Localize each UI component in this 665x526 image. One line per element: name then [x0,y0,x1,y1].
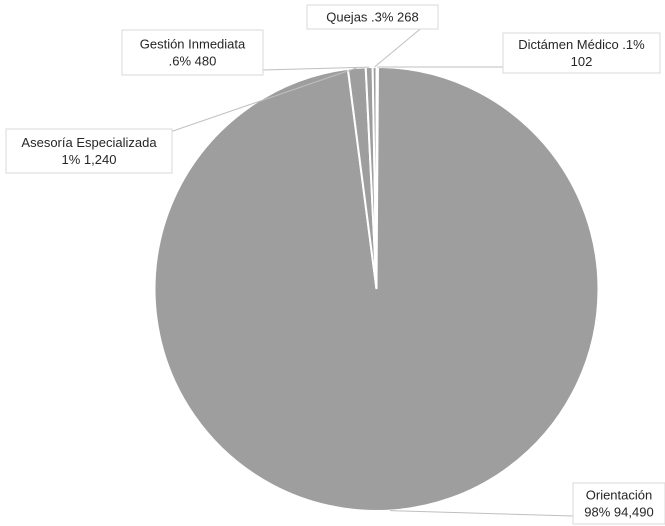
data-label: .6% 480 [169,54,217,69]
leader-line [390,510,574,517]
leader-lines [169,24,574,517]
data-label-box [502,32,661,74]
data-label: 1% 1,240 [62,152,117,167]
data-label: Asesoría Especializada [21,135,157,150]
data-label: 102 [571,54,593,69]
leader-line [374,24,426,68]
slice-labels: Dictámen Médico .1% 102 Orientación 98% 94,… [5,4,665,525]
data-label: 98% 94,490 [584,505,653,520]
data-label-box [121,29,264,76]
data-label-box [572,482,665,525]
leader-line [262,66,370,71]
data-label-box [306,4,439,30]
data-label: Orientación [586,488,652,503]
leader-line [169,67,357,133]
data-label: Gestión Inmediata [140,37,246,52]
data-label: Quejas .3% 268 [326,10,419,25]
data-label: Dictámen Médico .1% [518,37,645,52]
pie-slices [153,65,600,512]
data-label-box [5,128,173,174]
